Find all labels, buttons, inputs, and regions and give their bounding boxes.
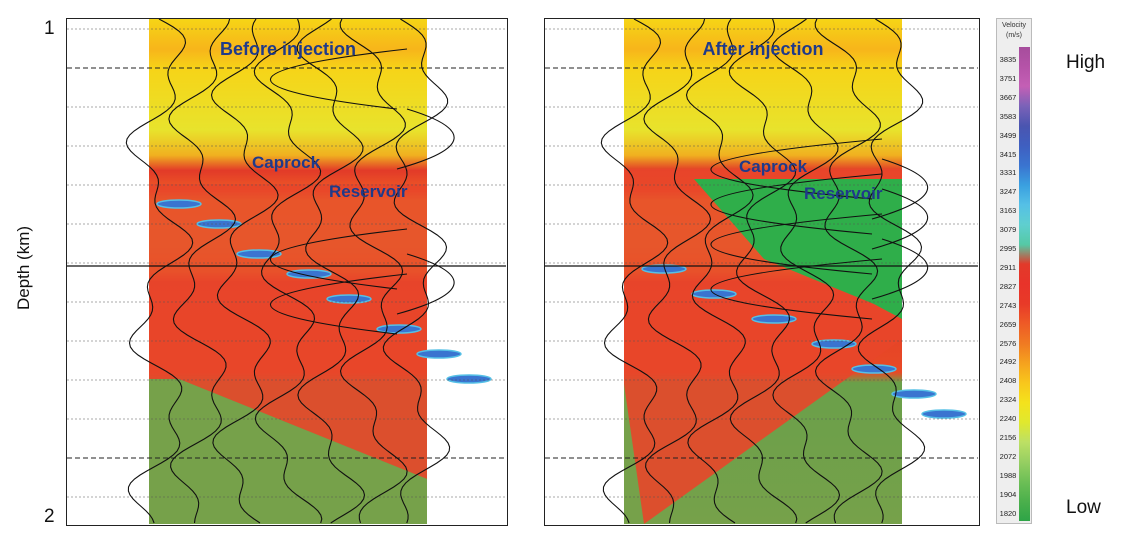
- colorbar-tick-label: 2156: [999, 433, 1017, 442]
- trace-wiggle: [814, 18, 883, 524]
- velocity-lens: [751, 314, 797, 324]
- trace-wiggle: [771, 18, 841, 524]
- velocity-lens: [326, 294, 372, 304]
- co2-plume-zone: [694, 179, 902, 319]
- trace-wiggle: [857, 18, 926, 524]
- colorbar-low-label: Low: [1066, 497, 1101, 518]
- panel-after-plot: After injection Caprock Reservoir: [545, 18, 978, 524]
- caprock-label: Caprock: [252, 153, 321, 172]
- velocity-lens: [236, 249, 282, 259]
- velocity-lens: [156, 199, 202, 209]
- panel-title: Before injection: [220, 39, 356, 59]
- velocity-section: [149, 19, 492, 524]
- colorbar-tick-label: 3835: [999, 55, 1017, 64]
- colorbar-unit: (m/s): [1006, 32, 1022, 39]
- trace-wiggle: [253, 18, 323, 524]
- colorbar-tick-label: 3163: [999, 206, 1017, 216]
- depth-tick-bottom: 2: [44, 506, 55, 527]
- velocity-colorbar: Velocity (m/s) 3835 3751 3667 3583 3499 3415 3…: [996, 18, 1032, 524]
- velocity-lens: [286, 269, 332, 279]
- caprock-label: Caprock: [739, 157, 808, 176]
- colorbar-tick-label: 3499: [999, 130, 1017, 140]
- trace-wiggle: [685, 18, 754, 524]
- colorbar-tick-label: 2324: [999, 395, 1017, 405]
- colorbar-tick-label: 1988: [999, 470, 1017, 480]
- trace-wiggle: [168, 18, 237, 524]
- trace-wiggle: [125, 18, 194, 524]
- colorbar-tick-label: 2576: [999, 338, 1017, 348]
- panel-before-plot: Before injection Caprock Reservoir: [67, 18, 506, 524]
- colorbar-tick-label: 2911: [999, 262, 1017, 272]
- trace-wiggle: [296, 18, 366, 524]
- colorbar-title: Velocity: [1001, 22, 1027, 29]
- colorbar-tick-label: 3331: [999, 168, 1017, 178]
- colorbar-tick-label: 3583: [999, 111, 1017, 121]
- reservoir-label: Reservoir: [804, 184, 883, 203]
- trace-excursion: [269, 273, 408, 335]
- trace-wiggle: [339, 18, 408, 524]
- colorbar-tick-label: 2827: [999, 281, 1017, 291]
- colorbar-tick-label: 2743: [999, 300, 1017, 310]
- trace-excursion: [710, 138, 883, 200]
- depth-axis-label: Depth (km): [14, 225, 34, 311]
- panel-title: After injection: [702, 39, 823, 59]
- trace-wiggle: [728, 18, 798, 524]
- velocity-lens: [376, 324, 422, 334]
- trace-wiggle: [210, 18, 279, 524]
- velocity-lens: [921, 409, 967, 419]
- trace-wiggle: [643, 18, 712, 524]
- colorbar-tick-label: 1904: [999, 489, 1017, 499]
- colorbar-gradient: [1019, 47, 1030, 521]
- colorbar-tick-label: 1820: [999, 508, 1017, 518]
- trace-excursion: [269, 48, 408, 110]
- colorbar-tick-label: 3247: [999, 187, 1017, 197]
- colorbar-tick-label: 2659: [999, 319, 1017, 329]
- velocity-lens: [416, 349, 462, 359]
- trace-excursion: [710, 258, 883, 320]
- trace-excursion: [269, 228, 408, 290]
- velocity-section: [624, 19, 967, 524]
- trace-excursion: [710, 173, 883, 235]
- colorbar-tick-label: 2995: [999, 244, 1017, 253]
- colorbar-tick-label: 2072: [999, 451, 1017, 461]
- trace-excursion: [396, 253, 455, 315]
- trace-wiggle: [600, 18, 669, 524]
- colorbar-high-label: High: [1066, 52, 1106, 73]
- seismic-traces: [600, 18, 929, 524]
- depth-tick-top: 1: [44, 18, 55, 39]
- reservoir-label: Reservoir: [329, 182, 408, 201]
- panel-after: After injection Caprock Reservoir: [544, 18, 980, 526]
- colorbar-tick-label: 3415: [999, 149, 1017, 159]
- colorbar-tick-label: 3079: [999, 225, 1017, 235]
- colorbar-tick-label: 2240: [999, 414, 1017, 424]
- velocity-lens: [891, 389, 937, 399]
- colorbar-tick-label: 3667: [999, 92, 1017, 102]
- trace-excursion: [396, 108, 455, 170]
- colorbar-tick-label: 2492: [999, 357, 1017, 367]
- trace-wiggle: [382, 18, 451, 524]
- panel-before: Before injection Caprock Reservoir: [66, 18, 508, 526]
- reservoir-high-velocity-zone: [149, 184, 427, 479]
- trace-excursion: [871, 158, 929, 220]
- seismic-traces: [125, 18, 455, 524]
- trace-excursion: [871, 188, 929, 250]
- trace-excursion: [871, 238, 929, 300]
- colorbar-tick-label: 2408: [999, 376, 1017, 386]
- velocity-lens: [446, 374, 492, 384]
- basement-zone: [149, 379, 427, 524]
- velocity-lens: [851, 364, 897, 374]
- colorbar-tick-label: 3751: [999, 73, 1017, 83]
